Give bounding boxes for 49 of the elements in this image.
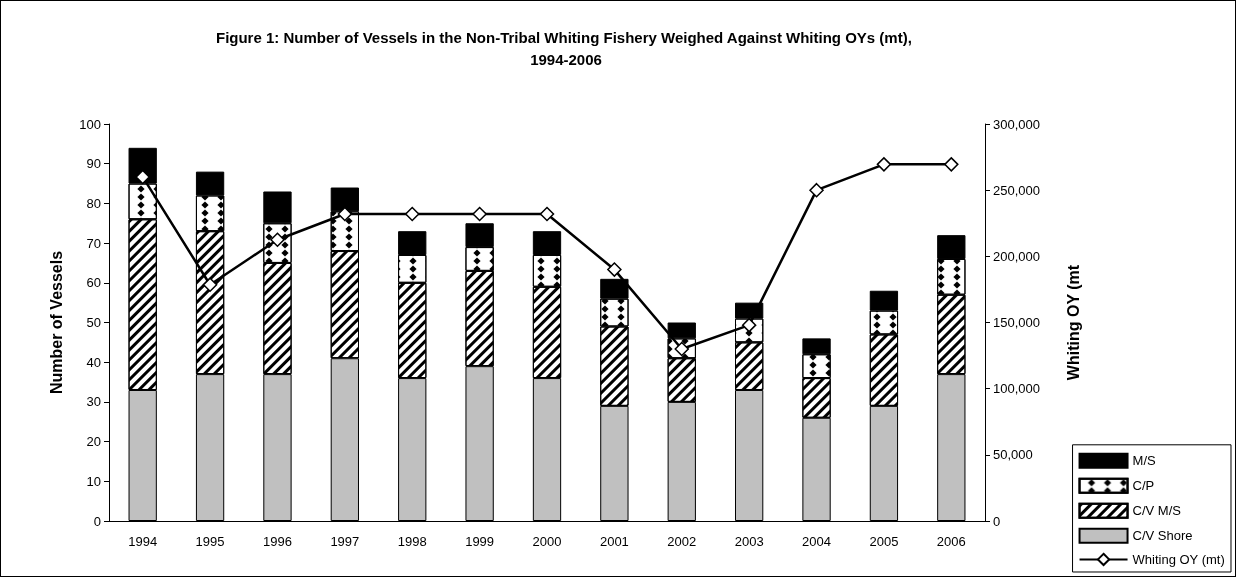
- point: [539, 206, 555, 222]
- point: [135, 169, 150, 185]
- y2-tick-label: 250,000: [993, 182, 1040, 198]
- x-tick-label: 2000: [532, 534, 562, 549]
- x-tick-label: 2004: [802, 534, 831, 549]
- y2-tick-label: 300,000: [993, 116, 1040, 132]
- y-tick-label: 40: [86, 354, 101, 370]
- y2-tick-label: 50,000: [993, 447, 1033, 463]
- point: [876, 157, 892, 172]
- legend-label: Whiting OY (mt): [1132, 551, 1225, 567]
- y2-axis-title: Whiting OY (mt: [1064, 264, 1082, 381]
- y-tick-label: 50: [86, 315, 101, 330]
- x-tick-label: 2003: [734, 534, 764, 549]
- y-tick-label: 10: [86, 473, 101, 489]
- x-tick-label: 1996: [263, 534, 292, 549]
- y2-tick-label: 100,000: [993, 381, 1040, 397]
- x-tick-label: 2006: [936, 534, 966, 549]
- x-tick-label: 2005: [869, 534, 899, 549]
- x-tick-label: 1998: [397, 534, 427, 549]
- legend-label: C/V Shore: [1132, 528, 1193, 544]
- point: [944, 157, 959, 172]
- y-tick-label: 80: [86, 195, 101, 211]
- x-tick-label: 1994: [128, 534, 158, 549]
- x-tick-label: 2001: [599, 534, 629, 549]
- legend-label: C/V M/S: [1132, 503, 1182, 519]
- x-tick-label: 1997: [330, 534, 360, 549]
- point: [337, 206, 353, 222]
- y-axis-title: Number of Vessels: [47, 250, 65, 395]
- y-tick-label: 60: [86, 275, 101, 291]
- y-tick-label: 0: [93, 513, 101, 529]
- point: [809, 182, 824, 198]
- point: [404, 206, 420, 222]
- x-tick-label: 1995: [195, 534, 225, 549]
- point: [472, 206, 487, 222]
- point: [202, 277, 218, 293]
- chart-title: Figure 1: Number of Vessels in the Non-Tribal Whiting Fishery Weighed Against Whiting OYs (mt), 1994-2006: [215, 28, 917, 68]
- y-tick-label: 90: [86, 156, 101, 172]
- y2-tick-label: 150,000: [993, 315, 1040, 330]
- legend-label: M/S: [1132, 453, 1156, 469]
- y-tick-label: 70: [86, 235, 101, 251]
- y2-tick-label: 0: [993, 513, 1001, 529]
- point: [607, 262, 622, 277]
- x-tick-label: 2002: [667, 534, 697, 549]
- x-tick-label: 1999: [465, 534, 495, 549]
- y-tick-label: 20: [86, 434, 101, 450]
- y-tick-label: 30: [86, 394, 101, 410]
- legend-label: C/P: [1132, 478, 1155, 494]
- y-tick-label: 100: [79, 116, 101, 132]
- y2-tick-label: 200,000: [993, 248, 1040, 264]
